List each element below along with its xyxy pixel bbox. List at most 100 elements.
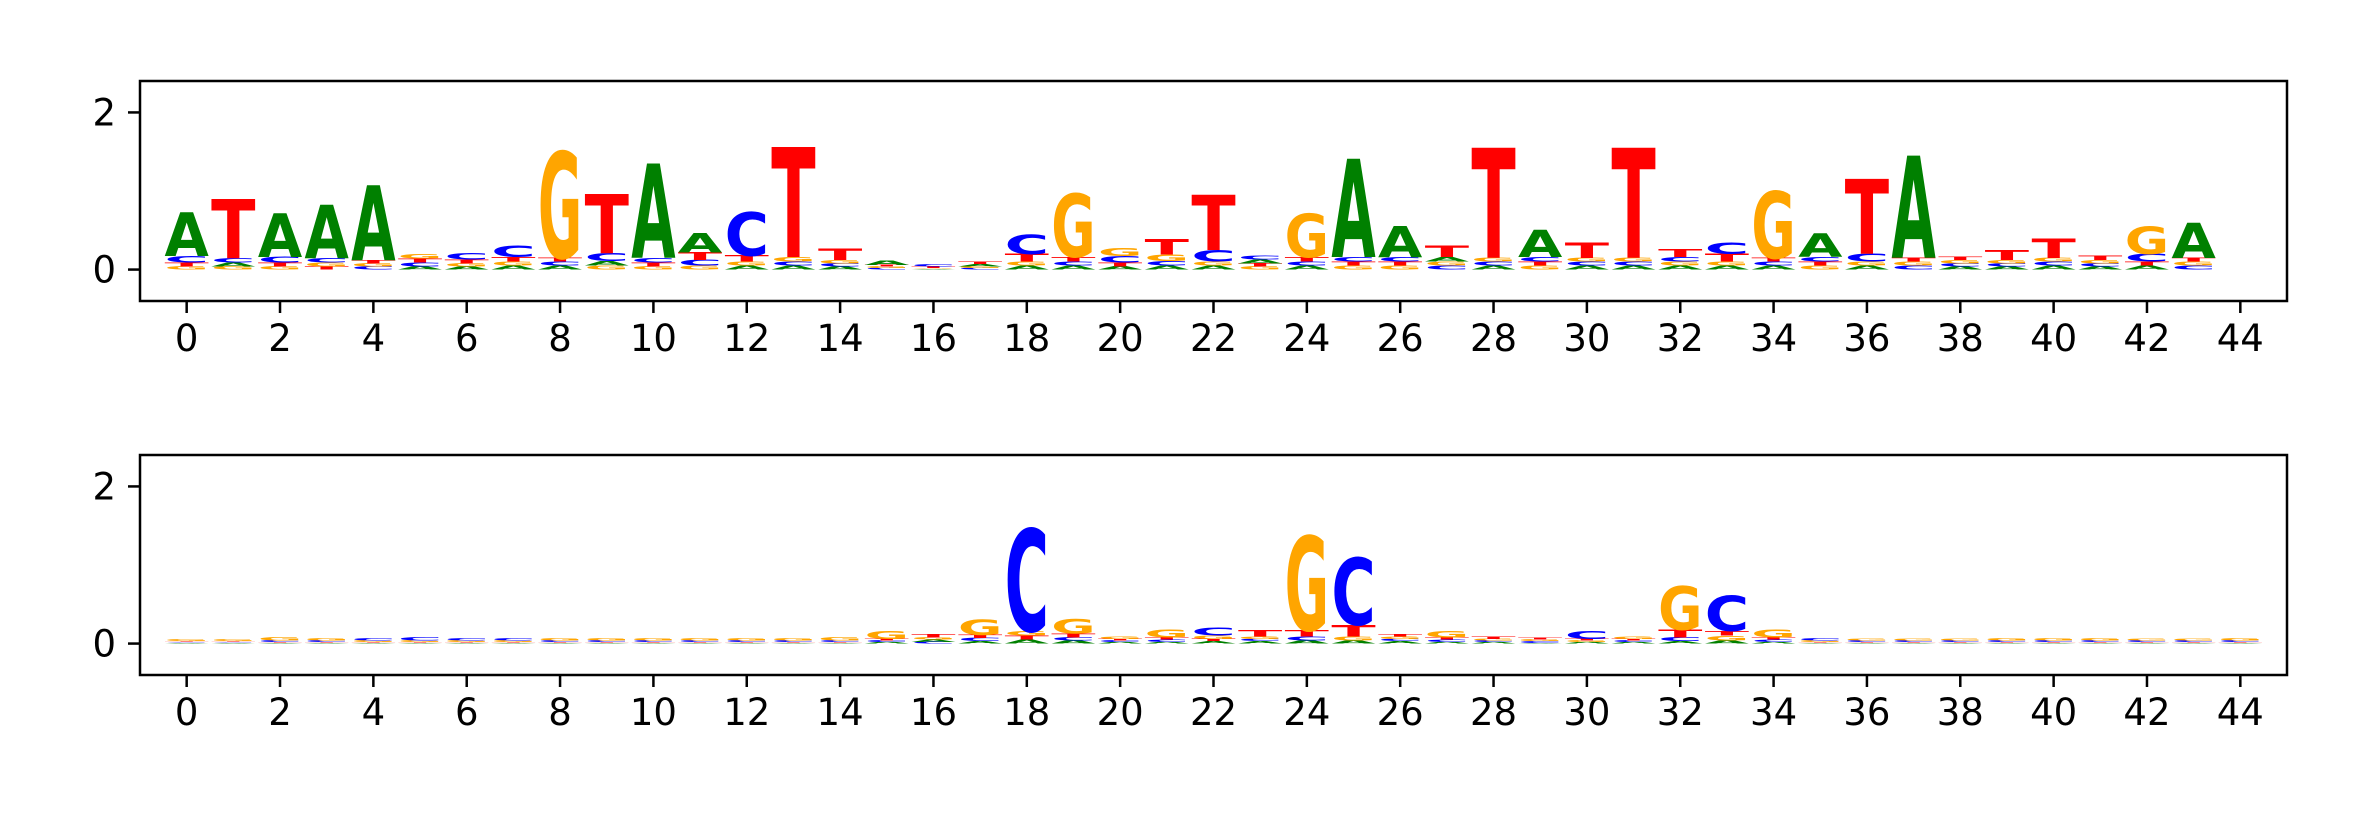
logo-letter-c: C bbox=[585, 640, 629, 643]
logo-letter-a: A bbox=[631, 138, 675, 289]
logo-letter-t: T bbox=[1985, 249, 2029, 264]
x-tick-label: 44 bbox=[2217, 691, 2264, 734]
logo-letter-c: C bbox=[165, 255, 209, 265]
logo-letter-a: A bbox=[958, 641, 1003, 645]
logo-letter-g: G bbox=[1798, 265, 1842, 271]
logo-letter-a: A bbox=[491, 643, 536, 644]
logo-letter-t: T bbox=[211, 184, 255, 278]
logo-letter-a: A bbox=[2078, 266, 2123, 271]
logo-letter-t: T bbox=[1845, 642, 1890, 643]
logo-letter-g: G bbox=[1471, 639, 1515, 641]
logo-letter-a: A bbox=[1285, 265, 1330, 271]
logo-letter-c: C bbox=[165, 642, 209, 643]
logo-letter-a: A bbox=[725, 643, 770, 644]
logo-letter-c: C bbox=[258, 256, 302, 265]
logo-letter-t: T bbox=[2125, 261, 2170, 267]
logo-letter-g: G bbox=[585, 265, 629, 271]
logo-letter-c: C bbox=[771, 261, 815, 267]
logo-letter-a: A bbox=[2171, 213, 2215, 270]
logo-letter-g: G bbox=[1145, 628, 1189, 640]
logo-letter-a: A bbox=[771, 265, 816, 271]
x-axis: 0 2 4 6 8 10 12 14 16 18 20 22 24 26 28 30 32 34 36 38 40 42 4… bbox=[175, 675, 2264, 734]
x-tick-label: 32 bbox=[1657, 691, 1704, 734]
logo-letter-a: A bbox=[1191, 641, 1236, 645]
logo-letter-c: C bbox=[2171, 265, 2215, 271]
x-tick-label: 14 bbox=[817, 691, 864, 734]
logo-letter-a: A bbox=[678, 227, 723, 259]
logo-letter-a: A bbox=[211, 643, 256, 644]
logo-letter-c: C bbox=[865, 268, 909, 271]
logo-letter-a: A bbox=[1051, 640, 1096, 645]
logo-letter-c: C bbox=[1238, 254, 1282, 260]
logo-letter-a: A bbox=[1751, 642, 1796, 645]
logo-letter-c: C bbox=[1425, 265, 1469, 271]
logo-letter-a: A bbox=[818, 643, 863, 644]
logo-letter-c: C bbox=[1705, 586, 1749, 643]
logo-letter-c: C bbox=[771, 640, 815, 643]
logo-letter-g: G bbox=[2125, 639, 2169, 641]
x-tick-label: 8 bbox=[548, 317, 572, 360]
logo-letter-a: A bbox=[2125, 265, 2170, 271]
logo-letter-a: A bbox=[1845, 643, 1890, 644]
logo-letter-c: C bbox=[2078, 263, 2122, 268]
logo-letter-t: T bbox=[585, 179, 629, 273]
logo-letter-g: G bbox=[1425, 629, 1469, 639]
logo-letter-t: T bbox=[958, 634, 1003, 639]
logo-letter-t: T bbox=[1891, 257, 1936, 263]
logo-letter-g: G bbox=[1331, 265, 1375, 271]
logo-letter-a: A bbox=[1658, 641, 1703, 645]
logo-letter-g: G bbox=[1191, 261, 1235, 267]
logo-letter-a: A bbox=[1378, 641, 1423, 645]
logo-letter-a: A bbox=[678, 643, 723, 644]
logo-letter-c: C bbox=[2031, 640, 2075, 643]
logo-letter-g: G bbox=[818, 259, 862, 264]
logo-letter-a: A bbox=[2078, 643, 2123, 644]
logo-letter-g: G bbox=[1191, 635, 1235, 640]
logo-letter-a: A bbox=[1425, 256, 1470, 264]
logo-letter-t: T bbox=[445, 642, 490, 643]
logo-letter-t: T bbox=[631, 642, 676, 643]
logo-letter-c: C bbox=[631, 257, 675, 265]
logo-letter-c: C bbox=[1378, 638, 1422, 642]
y-tick-label: 0 bbox=[92, 623, 116, 666]
logo-letter-a: A bbox=[2218, 643, 2263, 644]
logo-letter-g: G bbox=[865, 629, 909, 641]
logo-letter-c: C bbox=[1098, 640, 1142, 643]
logo-letter-c: C bbox=[351, 266, 395, 271]
logo-letter-c: C bbox=[491, 242, 535, 261]
logo-letter-c: C bbox=[1145, 639, 1189, 643]
logo-letter-a: A bbox=[1191, 265, 1236, 271]
logo-letter-t: T bbox=[2218, 642, 2263, 643]
logo-letter-g: G bbox=[1285, 203, 1329, 272]
x-tick-label: 4 bbox=[362, 691, 386, 734]
logo-letter-a: A bbox=[165, 643, 210, 644]
x-tick-label: 18 bbox=[1003, 691, 1050, 734]
logo-letter-g: G bbox=[2031, 257, 2075, 263]
logo-letter-g: G bbox=[911, 268, 955, 269]
logo-letter-t: T bbox=[165, 261, 210, 267]
logo-letter-t: T bbox=[2031, 642, 2076, 643]
logo-letter-c: C bbox=[1751, 261, 1795, 267]
logo-letter-t: T bbox=[1751, 637, 1796, 641]
x-tick-label: 14 bbox=[817, 317, 864, 360]
logo-letter-c: C bbox=[2218, 640, 2262, 643]
logo-letter-t: T bbox=[1798, 642, 1843, 643]
x-tick-label: 2 bbox=[268, 691, 292, 734]
logo-letter-t: T bbox=[725, 642, 770, 643]
logo-letter-g: G bbox=[491, 261, 535, 267]
logo-letter-a: A bbox=[2171, 643, 2216, 644]
logo-letter-t: T bbox=[2031, 233, 2075, 264]
logo-letter-c: C bbox=[305, 640, 349, 643]
logo-letter-t: T bbox=[1238, 629, 1283, 639]
logo-letter-t: T bbox=[1611, 119, 1655, 294]
logo-letter-t: T bbox=[1331, 261, 1376, 267]
x-tick-label: 2 bbox=[268, 317, 292, 360]
x-tick-label: 44 bbox=[2217, 317, 2264, 360]
logo-letter-c: C bbox=[1191, 626, 1235, 638]
logo-letter-a: A bbox=[1005, 265, 1050, 271]
logo-letter-t: T bbox=[258, 642, 303, 643]
logo-letter-a: A bbox=[1051, 265, 1096, 271]
logo-letter-a: A bbox=[1471, 265, 1516, 271]
logo-letter-c: C bbox=[1658, 256, 1702, 264]
